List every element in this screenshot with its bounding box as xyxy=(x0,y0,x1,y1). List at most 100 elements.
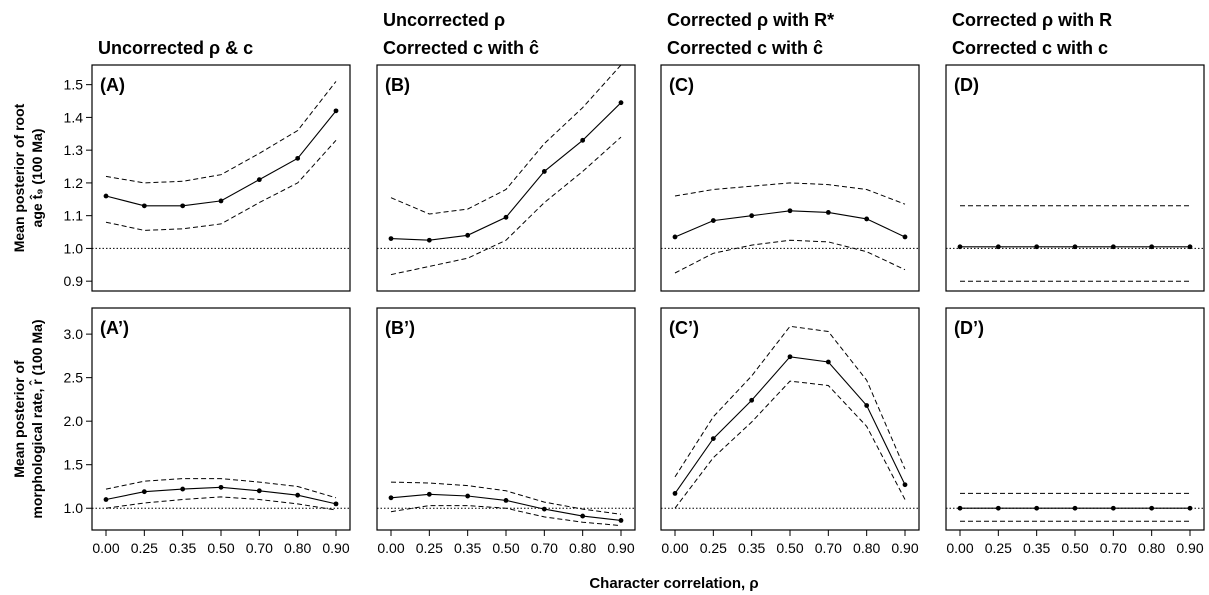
panel-frame xyxy=(660,64,920,292)
panel-frame xyxy=(376,64,636,292)
panel-frame xyxy=(945,64,1205,292)
y-tick-label: 1.5 xyxy=(64,457,84,473)
mean-point xyxy=(787,208,793,214)
panel-frame xyxy=(376,307,636,531)
mean-point xyxy=(787,354,793,360)
mean-point xyxy=(995,505,1001,511)
y-tick-label: 2.5 xyxy=(64,370,84,386)
mean-point xyxy=(141,489,147,495)
x-tick-label: 0.70 xyxy=(246,540,273,556)
upper-bound-line xyxy=(674,325,906,478)
x-tick-label: 0.80 xyxy=(853,540,880,556)
y-axis-title-line: morphological rate, r̂ (100 Ma) xyxy=(28,319,45,518)
panel-label: (B) xyxy=(385,75,410,95)
x-tick-label: 0.35 xyxy=(454,540,481,556)
panels: (A) 0.9 1.0 1.1 1.2 1.3 1.4 1.5 (B) (C) (D) (A’) 1.0… xyxy=(64,64,1205,556)
x-tick-label: 0.70 xyxy=(1100,540,1127,556)
panel-label: (D’) xyxy=(954,318,984,338)
panel-2: (B) xyxy=(376,64,636,292)
x-tick-label: 0.70 xyxy=(531,540,558,556)
mean-point xyxy=(1149,244,1155,250)
panel-4: (D) xyxy=(945,64,1205,292)
x-tick-label: 0.50 xyxy=(207,540,234,556)
mean-point xyxy=(465,493,471,499)
column-title-line: Corrected ρ with R xyxy=(952,10,1112,30)
column-title-1: Uncorrected ρ & c xyxy=(98,38,253,58)
column-title-3: Corrected ρ with R* Corrected c with ĉ xyxy=(667,10,834,58)
mean-point xyxy=(503,498,509,503)
y-tick-label: 1.4 xyxy=(64,109,84,125)
x-tick-label: 0.80 xyxy=(284,540,311,556)
mean-point xyxy=(180,203,186,209)
mean-point xyxy=(388,236,394,241)
mean-point xyxy=(902,234,908,240)
y-tick-label: 1.2 xyxy=(64,175,84,191)
mean-point xyxy=(295,492,301,498)
x-tick-label: 0.80 xyxy=(1138,540,1165,556)
mean-point xyxy=(1072,244,1078,250)
mean-point xyxy=(710,436,716,441)
panel-frame xyxy=(945,307,1205,531)
mean-point xyxy=(103,193,109,199)
x-tick-label: 0.90 xyxy=(607,540,634,556)
mean-point xyxy=(864,216,870,222)
x-tick-label: 0.00 xyxy=(661,540,688,556)
mean-point xyxy=(1072,505,1078,511)
mean-point xyxy=(1034,505,1040,511)
panel-label: (A’) xyxy=(100,318,129,338)
panel-label: (A) xyxy=(100,75,125,95)
panel-3: (C) xyxy=(660,64,920,292)
x-tick-label: 0.25 xyxy=(985,540,1012,556)
x-tick-label: 0.90 xyxy=(322,540,349,556)
y-tick-label: 3.0 xyxy=(64,326,84,342)
y-tick-label: 1.1 xyxy=(64,208,84,224)
mean-point xyxy=(465,232,471,238)
panel-5: (A’) 1.0 1.5 2.0 2.5 3.0 0.00 0.25 0.35 0.50 0.70 0… xyxy=(64,307,351,556)
x-tick-label: 0.25 xyxy=(700,540,727,556)
y-axis-title-line: age t̂₉ (100 Ma) xyxy=(28,129,45,228)
x-tick-label: 0.00 xyxy=(377,540,404,556)
column-title-4: Corrected ρ with R Corrected c with c xyxy=(952,10,1112,58)
mean-point xyxy=(1110,505,1116,511)
mean-point xyxy=(141,203,147,209)
mean-point xyxy=(618,518,624,523)
lower-bound-line xyxy=(674,239,906,274)
mean-point xyxy=(957,505,963,511)
x-tick-label: 0.90 xyxy=(1176,540,1203,556)
mean-point xyxy=(1187,505,1193,511)
x-tick-label: 0.00 xyxy=(92,540,119,556)
column-title-line: Corrected ρ with R* xyxy=(667,10,834,30)
y-tick-label: 2.0 xyxy=(64,413,84,429)
mean-point xyxy=(580,137,586,143)
upper-bound-line xyxy=(105,478,337,499)
y-axis-title-line: Mean posterior of root xyxy=(11,103,27,252)
mean-point xyxy=(218,198,224,204)
mean-point xyxy=(749,397,755,403)
mean-point xyxy=(426,237,432,243)
y-axis-titles: Mean posterior of root age t̂₉ (100 Ma)Me… xyxy=(11,103,45,518)
mean-point xyxy=(825,209,831,215)
mean-point xyxy=(503,214,509,220)
y-tick-label: 1.3 xyxy=(64,142,84,158)
y-tick-label: 1.5 xyxy=(64,77,84,93)
y-axis-title-line: Mean posterior of xyxy=(11,360,27,478)
panel-label: (D) xyxy=(954,75,979,95)
panel-6: (B’) 0.00 0.25 0.35 0.50 0.70 0.80 0.90 xyxy=(376,307,636,556)
mean-line xyxy=(674,210,906,238)
mean-point xyxy=(995,244,1001,250)
lower-bound-line xyxy=(105,139,337,231)
mean-point xyxy=(256,488,262,494)
column-title-line: Corrected c with ĉ xyxy=(383,38,539,58)
y-axis-title-top: Mean posterior of root age t̂₉ (100 Ma) xyxy=(11,103,45,252)
mean-point xyxy=(1187,244,1193,250)
mean-point xyxy=(541,169,547,174)
x-tick-label: 0.35 xyxy=(1023,540,1050,556)
mean-point xyxy=(710,218,716,223)
mean-point xyxy=(388,495,394,501)
mean-point xyxy=(333,108,339,114)
mean-point xyxy=(864,403,870,408)
mean-line xyxy=(674,356,906,494)
lower-bound-line xyxy=(390,136,622,276)
x-tick-label: 0.50 xyxy=(1061,540,1088,556)
mean-point xyxy=(825,359,831,365)
